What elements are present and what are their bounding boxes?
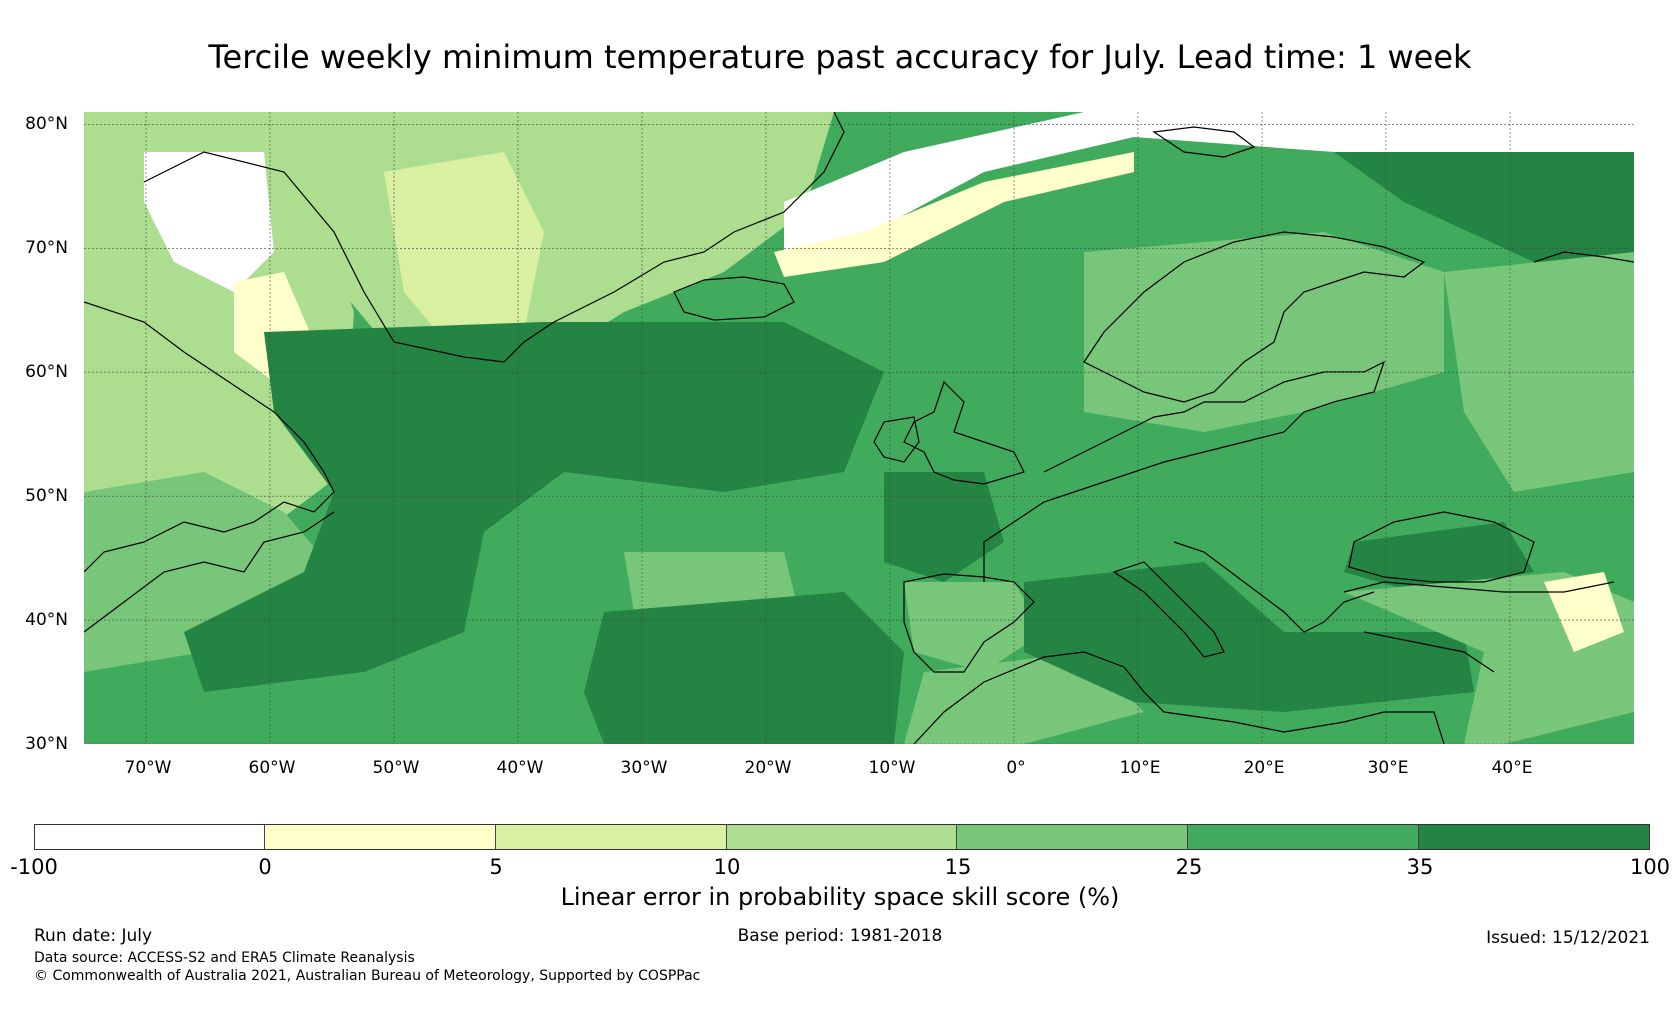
lon-label-0: 0° <box>1006 758 1026 778</box>
iberia-coast <box>903 573 1035 673</box>
colorbar-tick-label: 0 <box>258 855 272 879</box>
lon-label-40w: 40°W <box>496 758 544 778</box>
greenland-inner-zone <box>384 152 544 352</box>
colorbar-segment <box>264 825 496 849</box>
lon-label-40e: 40°E <box>1491 758 1533 778</box>
colorbar-segment <box>495 825 727 849</box>
lat-label-30n: 30°N <box>25 734 68 754</box>
colorbar-tick-label: 100 <box>1629 855 1671 879</box>
colorbar-tick-label: 25 <box>1175 855 1203 879</box>
russia-zone <box>1444 252 1634 492</box>
italy-coast <box>1112 561 1225 658</box>
canada-lowskill-zone <box>84 112 354 582</box>
scandinavia-zone <box>1084 232 1444 432</box>
uk-coast <box>903 380 1025 485</box>
europe-coast <box>983 360 1386 582</box>
lon-label-30e: 30°E <box>1367 758 1409 778</box>
lat-label-70n: 70°N <box>25 238 68 258</box>
black-sea-coast <box>1348 511 1535 583</box>
lat-label-80n: 80°N <box>25 114 68 134</box>
coastlines <box>84 112 1634 744</box>
biscay-zone <box>884 472 1004 582</box>
scandinavia-coast <box>1083 231 1426 403</box>
colorbar-title: Linear error in probability space skill … <box>560 883 1120 911</box>
colorbar-tick-label: 15 <box>944 855 972 879</box>
lon-label-10e: 10°E <box>1119 758 1161 778</box>
greenland-coast <box>143 112 845 363</box>
lat-label-60n: 60°N <box>25 362 68 382</box>
iceland-coast <box>673 276 795 321</box>
colorbar-segment <box>957 825 1189 849</box>
graticule <box>84 112 1634 744</box>
africa-coast <box>913 651 1445 744</box>
lon-label-70w: 70°W <box>124 758 172 778</box>
anatolia-coast <box>1343 581 1615 673</box>
north-atlantic-high-zone <box>184 322 884 692</box>
novaya-coast <box>1533 251 1634 263</box>
colorbar-tick-label: 10 <box>713 855 741 879</box>
subtropical-atlantic-zone <box>584 592 904 744</box>
copyright: © Commonwealth of Australia 2021, Austra… <box>34 968 701 984</box>
barents-zone <box>1334 152 1634 262</box>
mediterranean-zone <box>1024 562 1474 712</box>
chart-title: Tercile weekly minimum temperature past … <box>208 38 1472 76</box>
iberia-zone <box>904 582 1044 672</box>
skill-map <box>84 112 1634 744</box>
balkans-coast <box>1173 541 1375 633</box>
colorbar-tick-label: 5 <box>489 855 503 879</box>
ireland-coast <box>873 416 920 463</box>
colorbar <box>34 824 1650 850</box>
arctic-edge-zone <box>774 152 1134 277</box>
lon-label-30w: 30°W <box>620 758 668 778</box>
run-date: Run date: July <box>34 926 153 946</box>
lon-label-20e: 20°E <box>1243 758 1285 778</box>
colorbar-segment <box>35 825 265 849</box>
lon-label-60w: 60°W <box>248 758 296 778</box>
lon-label-10w: 10°W <box>868 758 916 778</box>
svalbard-coast <box>1152 126 1256 158</box>
base-period: Base period: 1981-2018 <box>737 926 943 946</box>
skill-zones <box>84 112 1634 744</box>
colorbar-segment <box>726 825 958 849</box>
colorbar-tick-label: 35 <box>1406 855 1434 879</box>
colorbar-segment <box>1419 825 1650 849</box>
arctic-sea-ice-zone <box>784 112 1634 252</box>
lon-label-50w: 50°W <box>372 758 420 778</box>
colorbar-tick-label: -100 <box>10 855 58 879</box>
black-sea-zone <box>1344 522 1534 592</box>
data-source: Data source: ACCESS-S2 and ERA5 Climate … <box>34 950 415 966</box>
greenland-ice-zone <box>144 152 274 292</box>
issued-date: Issued: 15/12/2021 <box>1486 928 1650 948</box>
colorbar-segment <box>1188 825 1420 849</box>
lat-label-50n: 50°N <box>25 486 68 506</box>
canada-coast <box>84 301 335 633</box>
lat-label-40n: 40°N <box>25 610 68 630</box>
map-canvas <box>84 112 1634 744</box>
lon-label-20w: 20°W <box>744 758 792 778</box>
